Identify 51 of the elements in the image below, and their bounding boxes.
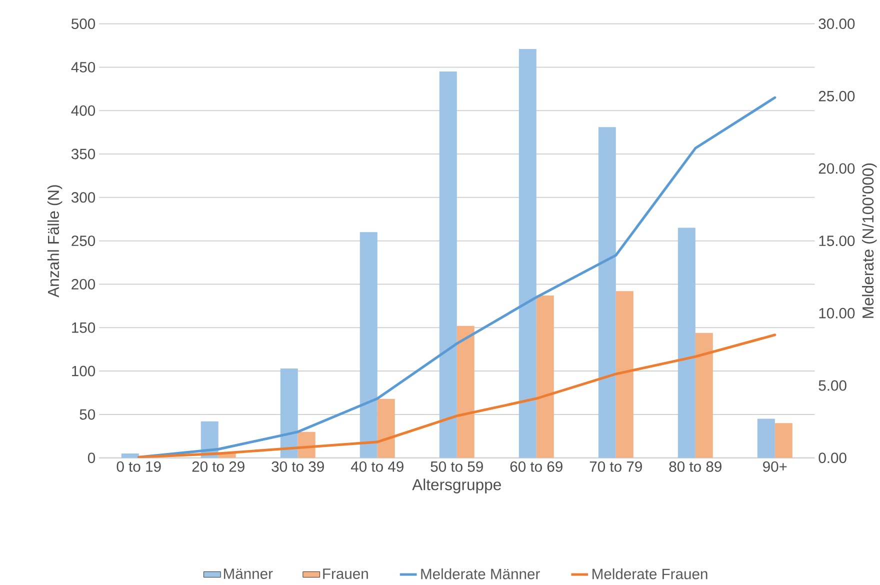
- bar: [439, 72, 457, 458]
- x-tick-label: 90+: [763, 462, 787, 472]
- y-tick-label: 50: [80, 409, 96, 420]
- y2-tick-label: 15.00: [819, 236, 855, 246]
- bar: [377, 399, 395, 458]
- bar: [456, 326, 474, 458]
- x-tick-label: 80 to 89: [669, 462, 722, 472]
- y2-tick-label: 20.00: [818, 163, 855, 174]
- x-axis-title: Altersgruppe: [412, 478, 501, 494]
- x-tick-label: 40 to 49: [350, 462, 404, 472]
- bar: [616, 291, 634, 458]
- legend-label: Melderate Frauen: [592, 568, 708, 580]
- y-tick-label: 200: [72, 279, 96, 290]
- x-tick-label: 30 to 39: [272, 462, 324, 472]
- y-tick-label: 500: [72, 18, 96, 30]
- y-tick-label: 0: [88, 452, 96, 464]
- x-tick-label: 60 to 69: [510, 462, 562, 472]
- y2-tick-label: 10.00: [819, 308, 855, 319]
- line-series: [138, 96, 776, 458]
- line-series: [138, 334, 776, 458]
- y-tick-label: 450: [71, 62, 96, 73]
- bar: [298, 432, 316, 458]
- x-tick-label: 0 to 19: [116, 462, 161, 472]
- bar: [774, 423, 792, 458]
- x-tick-label: 50 to 59: [430, 462, 483, 472]
- bar: [518, 49, 536, 458]
- y2-axis-title: Melderate (N/100'000): [862, 164, 877, 318]
- bar: [121, 454, 139, 458]
- y2-tick-label: 30.00: [818, 18, 855, 30]
- y-tick-label: 400: [71, 106, 96, 116]
- x-tick-label: 70 to 79: [590, 462, 642, 472]
- bar: [757, 419, 775, 458]
- bar: [536, 296, 554, 458]
- y2-tick-label: 25.00: [818, 91, 855, 102]
- y-axis-title: Anzahl Fälle (N): [47, 185, 62, 298]
- legend-label: Frauen: [323, 568, 368, 580]
- bar: [678, 228, 696, 458]
- y-tick-label: 350: [71, 149, 96, 160]
- bar: [695, 333, 713, 458]
- bar: [360, 232, 378, 458]
- bar: [280, 368, 298, 458]
- y-tick-label: 250: [72, 236, 96, 246]
- y-tick-label: 300: [71, 192, 96, 203]
- y-tick-label: 150: [72, 322, 96, 334]
- bar: [598, 127, 616, 458]
- y2-tick-label: 5.00: [818, 380, 846, 391]
- x-tick-label: 20 to 29: [192, 462, 244, 472]
- y2-tick-label: 0.00: [818, 452, 846, 464]
- y-tick-label: 100: [72, 366, 96, 377]
- legend-label: Männer: [224, 568, 273, 580]
- legend-label: Melderate Männer: [421, 568, 540, 580]
